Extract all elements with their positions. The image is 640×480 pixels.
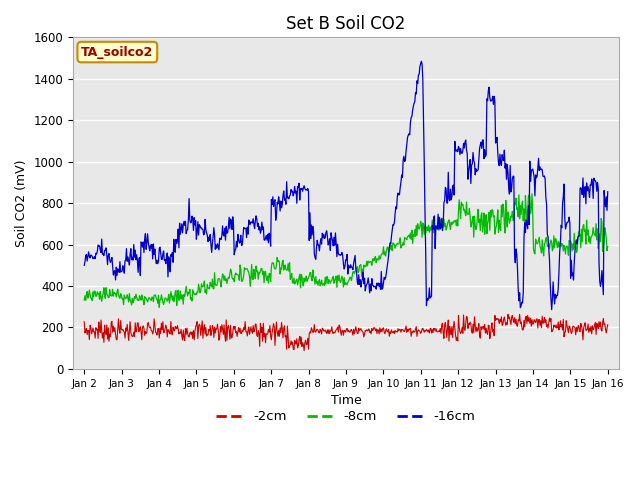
Y-axis label: Soil CO2 (mV): Soil CO2 (mV) xyxy=(15,159,28,247)
X-axis label: Time: Time xyxy=(331,394,362,407)
Text: TA_soilco2: TA_soilco2 xyxy=(81,46,154,59)
Title: Set B Soil CO2: Set B Soil CO2 xyxy=(286,15,406,33)
Legend: -2cm, -8cm, -16cm: -2cm, -8cm, -16cm xyxy=(211,405,481,429)
